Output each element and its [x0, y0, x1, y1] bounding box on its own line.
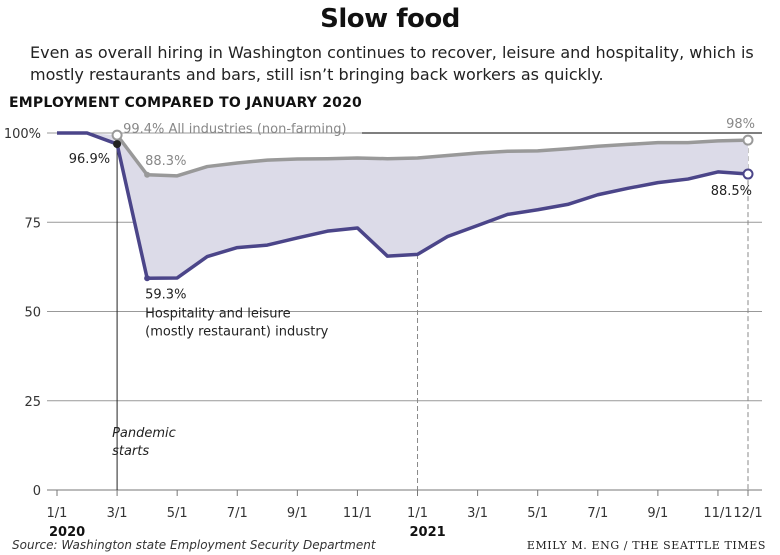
- x-tick-label: 7/1: [227, 506, 248, 521]
- source-note: Source: Washington state Employment Secu…: [12, 538, 376, 552]
- x-year-label: 2021: [410, 525, 446, 540]
- x-tick-label: 12/1: [733, 506, 762, 521]
- chart-section-label: EMPLOYMENT COMPARED TO JANUARY 2020: [9, 95, 362, 111]
- annotation-pandemic-line2: starts: [112, 444, 149, 459]
- x-tick-label: 9/1: [287, 506, 308, 521]
- chart-title: Slow food: [320, 4, 460, 34]
- annotation-all-trough: 88.3%: [145, 154, 186, 169]
- y-tick-label: 100%: [4, 127, 41, 142]
- x-tick-label: 1/1: [407, 506, 428, 521]
- x-tick-label: 3/1: [107, 506, 128, 521]
- annotation-all-peak: 99.4% All industries (non-farming): [123, 122, 346, 137]
- annotation-hosp-trough: 59.3%: [145, 287, 186, 302]
- marker-hosp-end: [742, 168, 754, 180]
- chart-subtitle: Even as overall hiring in Washington con…: [30, 43, 754, 84]
- annotation-all-end: 98%: [726, 117, 755, 132]
- annotation-hosp-peak: 96.9%: [69, 152, 110, 167]
- x-tick-label: 11/1: [343, 506, 372, 521]
- gap-area: [57, 133, 748, 279]
- y-tick-label: 0: [33, 484, 41, 499]
- annotation-hosp-end: 88.5%: [711, 184, 752, 199]
- series-line-hospitality: [57, 131, 749, 281]
- x-tick-label: 11/1: [703, 506, 732, 521]
- marker-hosp-peak: [113, 140, 122, 149]
- y-tick-label: 50: [24, 306, 41, 321]
- annotation-hosp-series-line2: (mostly restaurant) industry: [145, 324, 329, 339]
- y-tick-label: 25: [24, 395, 41, 410]
- y-tick-label: 75: [24, 216, 41, 231]
- annotation-hosp-series-line1: Hospitality and leisure: [145, 306, 290, 321]
- credit-line: EMILY M. ENG / THE SEATTLE TIMES: [526, 539, 766, 552]
- annotation-pandemic-line1: Pandemic: [112, 426, 176, 441]
- x-tick-label: 9/1: [647, 506, 668, 521]
- marker-all-trough: [144, 171, 151, 178]
- marker-all-peak: [111, 129, 123, 141]
- series-line-all-industries: [115, 134, 749, 178]
- x-tick-label: 5/1: [167, 506, 188, 521]
- x-tick-label: 7/1: [587, 506, 608, 521]
- marker-all-end: [742, 134, 754, 146]
- x-tick-label: 3/1: [467, 506, 488, 521]
- x-tick-label: 1/1: [47, 506, 68, 521]
- x-tick-label: 5/1: [527, 506, 548, 521]
- x-year-label: 2020: [49, 525, 85, 540]
- marker-hosp-trough: [144, 275, 151, 282]
